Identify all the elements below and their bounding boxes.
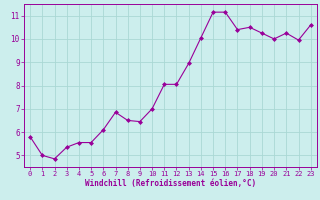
X-axis label: Windchill (Refroidissement éolien,°C): Windchill (Refroidissement éolien,°C) <box>85 179 256 188</box>
